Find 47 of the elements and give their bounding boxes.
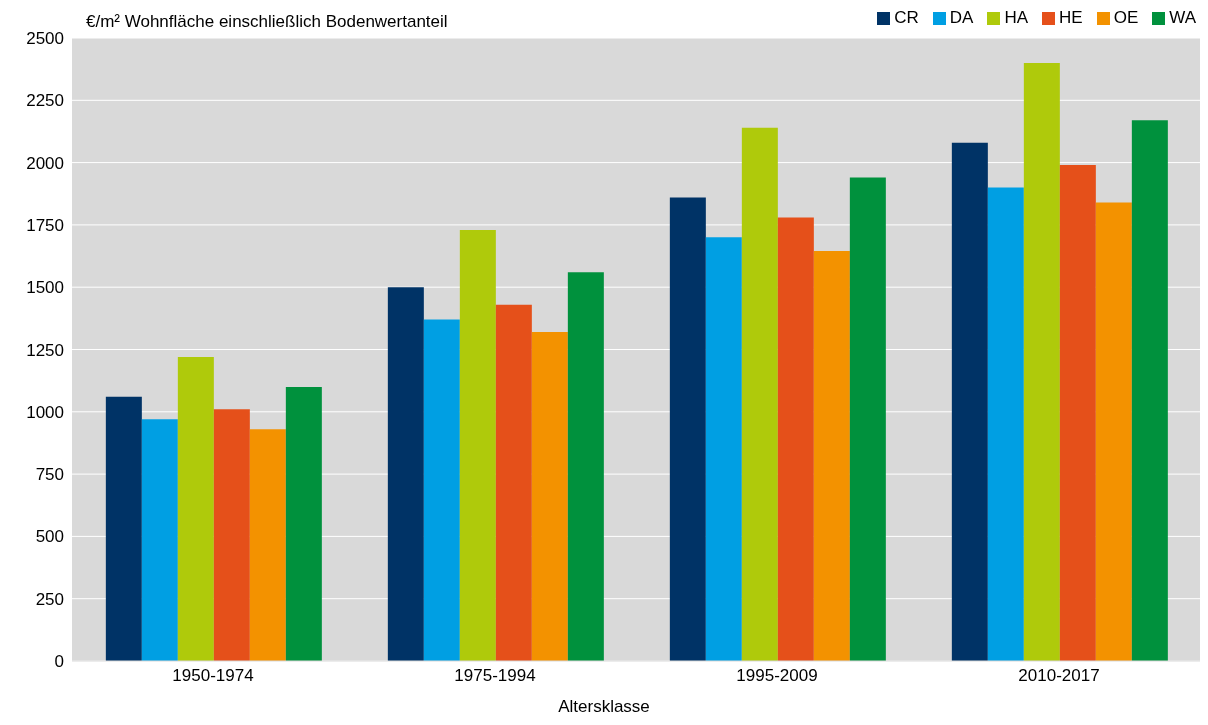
- legend-label: HE: [1059, 8, 1083, 28]
- bar: [741, 127, 778, 661]
- bar: [1023, 62, 1060, 661]
- y-tick-label: 250: [35, 589, 64, 609]
- x-tick-label: 1950-1974: [172, 666, 254, 686]
- bar: [1059, 165, 1096, 661]
- y-tick-label: 2500: [26, 29, 64, 49]
- y-tick-label: 1750: [26, 215, 64, 235]
- y-tick-label: 2000: [26, 153, 64, 173]
- bar: [1095, 202, 1132, 661]
- bar: [105, 396, 142, 661]
- bar: [849, 177, 886, 661]
- bar: [285, 386, 322, 661]
- y-axis-title: €/m² Wohnfläche einschließlich Bodenwertanteil: [86, 12, 448, 32]
- bar: [495, 304, 532, 661]
- legend-label: DA: [949, 8, 974, 28]
- x-tick-label: 1975-1994: [454, 666, 536, 686]
- bar: [177, 356, 214, 661]
- bar: [777, 217, 814, 661]
- bar: [141, 419, 178, 661]
- bar: [1131, 120, 1168, 661]
- bar: [669, 197, 706, 661]
- legend-label: HA: [1004, 8, 1029, 28]
- bar: [423, 319, 460, 661]
- y-tick-label: 1250: [26, 340, 64, 360]
- bar: [567, 272, 604, 661]
- y-tick-label: 1500: [26, 278, 64, 298]
- bar: [813, 251, 850, 661]
- bar: [987, 187, 1024, 661]
- y-tick-label: 750: [35, 465, 64, 485]
- bar: [459, 229, 496, 661]
- y-tick-label: 0: [54, 652, 64, 672]
- bar: [387, 287, 424, 661]
- y-tick-label: 2250: [26, 91, 64, 111]
- legend-label: CR: [894, 8, 919, 28]
- bar: [951, 142, 988, 661]
- legend-label: WA: [1169, 8, 1196, 28]
- x-tick-label: 2010-2017: [1018, 666, 1100, 686]
- bar: [531, 332, 568, 661]
- bar: [705, 237, 742, 661]
- x-tick-label: 1995-2009: [736, 666, 818, 686]
- x-axis-title: Altersklasse: [557, 697, 651, 717]
- legend-label: OE: [1113, 8, 1139, 28]
- bar: [213, 409, 250, 661]
- y-tick-label: 1000: [26, 402, 64, 422]
- bar: [249, 429, 286, 661]
- y-tick-label: 500: [35, 527, 64, 547]
